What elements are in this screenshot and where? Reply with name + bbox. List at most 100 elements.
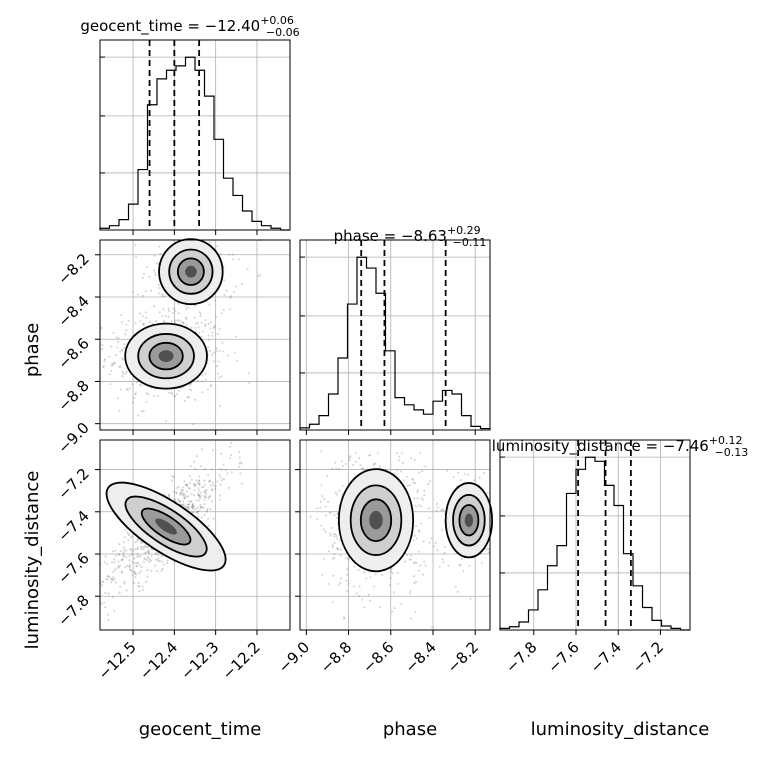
sample-point [333,535,336,538]
sample-point [218,473,221,476]
sample-point [196,506,199,509]
sample-point [193,505,196,508]
sample-point [390,568,393,571]
sample-point [145,317,148,320]
sample-point [103,360,106,363]
sample-point [168,494,171,497]
panel-phase-vs-luminosity-distance: −9.0 −8.8 −8.6 −8.4 −8.2 [275,439,494,677]
sample-point [145,551,148,554]
sample-point [117,337,120,340]
sample-point [246,268,249,271]
ticklabel-x-phase: −8.6 [359,638,397,676]
sample-point [441,557,444,560]
sample-point [192,506,195,509]
sample-point [422,498,425,501]
sample-point [128,387,131,390]
sample-point [177,498,180,501]
sample-point [190,506,193,509]
ticklabel-y-phase: −9.0 [54,419,92,457]
ticklabel-y-luminosity-distance: −7.6 [54,549,92,587]
sample-point [211,353,214,356]
sample-point [199,507,202,510]
sample-point [100,602,103,605]
sample-point [133,557,136,560]
sample-point [438,565,441,568]
sample-point [381,574,384,577]
sample-point [128,565,131,568]
sample-point [457,471,460,474]
sample-point [142,294,145,297]
sample-point [192,508,195,511]
sample-point [419,451,422,454]
sample-point [145,391,148,394]
sample-point [125,323,128,326]
sample-point [157,292,160,295]
sample-point [183,480,186,483]
sample-point [329,512,332,515]
sample-point [333,552,336,555]
sample-point [159,252,162,255]
sample-point [124,333,127,336]
sample-point [231,253,234,256]
sample-point [337,584,340,587]
sample-point [200,321,203,324]
sample-point [122,554,125,557]
sample-point [195,455,198,458]
sample-point [335,493,338,496]
contour-0 [444,482,494,559]
sample-point [190,492,193,495]
sample-point [428,516,431,519]
sample-point [214,316,217,319]
sample-point [227,486,230,489]
sample-point [219,483,222,486]
sample-point [456,590,459,593]
sample-point [208,495,211,498]
title-geocent-time-plus: +0.06 [260,14,294,27]
sample-point [178,500,181,503]
sample-point [327,550,330,553]
ticklabel-x-geocent-time: −12.2 [219,638,264,683]
sample-point [354,460,357,463]
sample-point [144,544,147,547]
sample-point [183,496,186,499]
sample-point [406,475,409,478]
sample-point [406,484,409,487]
sample-point [226,472,229,475]
sample-point [110,578,113,581]
sample-point [349,456,352,459]
sample-point [334,461,337,464]
sample-point [197,510,200,513]
sample-point [138,563,141,566]
sample-point [198,499,201,502]
sample-point [185,308,188,311]
sample-point [158,287,161,290]
sample-point [128,559,131,562]
sample-point [217,360,220,363]
sample-point [221,468,224,471]
sample-point [344,557,347,560]
sample-point [177,319,180,322]
sample-point [130,570,133,573]
sample-point [440,509,443,512]
sample-point [363,606,366,609]
sample-point [203,496,206,499]
sample-point [427,507,430,510]
sample-point [139,383,142,386]
sample-point [424,564,427,567]
sample-point [420,497,423,500]
sample-point [202,330,205,333]
sample-point [179,493,182,496]
sample-point [179,319,182,322]
sample-point [408,592,411,595]
sample-point [134,322,137,325]
sample-point [139,555,142,558]
sample-point [207,346,210,349]
sample-point [374,462,377,465]
sample-point [182,386,185,389]
sample-point [163,563,166,566]
title-luminosity-distance: luminosity_distance = −7.46+0.12 −0.13 [492,434,748,459]
sample-point [414,482,417,485]
sample-point [137,293,140,296]
sample-point [238,456,241,459]
sample-point [203,489,206,492]
